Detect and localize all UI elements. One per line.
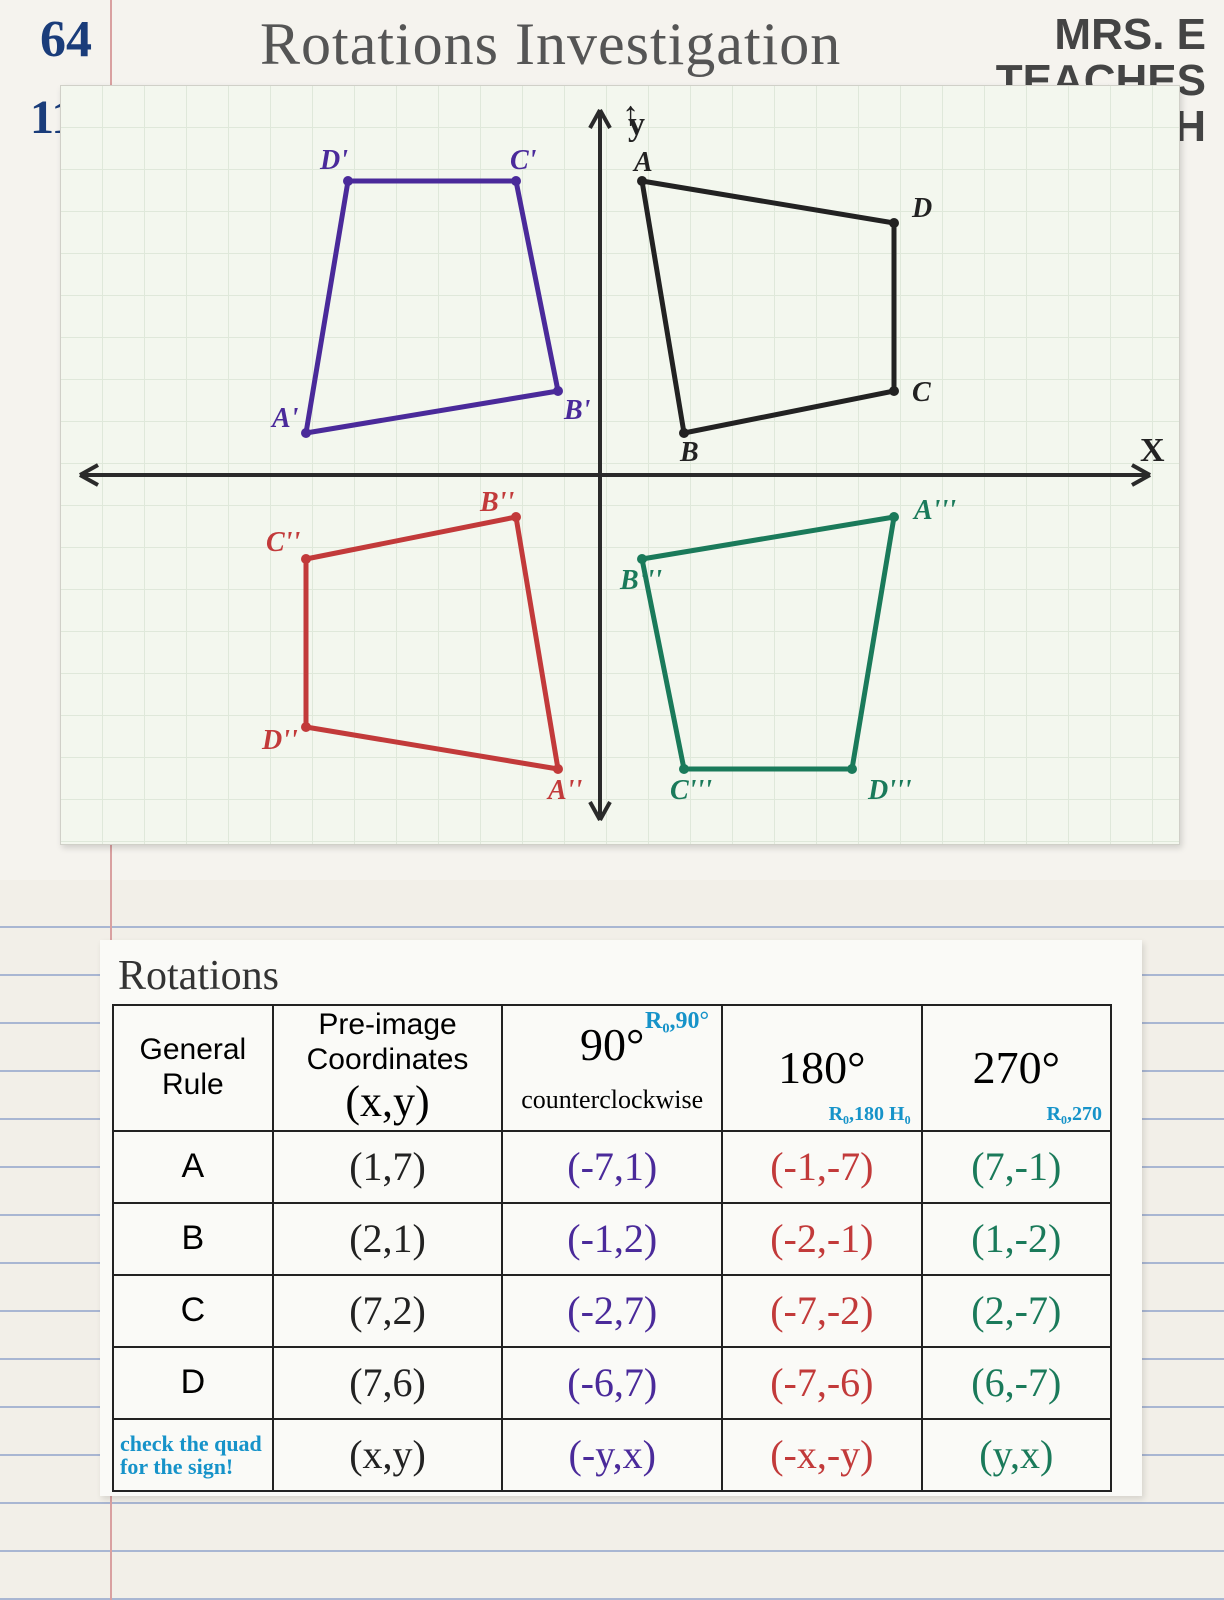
- cell-preimage: (7,2): [273, 1275, 503, 1347]
- svg-text:C: C: [912, 377, 931, 408]
- svg-text:D: D: [911, 193, 932, 224]
- cell-180: (-7,-6): [722, 1347, 921, 1419]
- rotations-table-card: Rotations General Rule Pre-image Coordin…: [100, 940, 1142, 1496]
- rule-270: (y,x): [922, 1419, 1111, 1491]
- row-label: A: [113, 1131, 273, 1203]
- col-270: 270° R₀,270: [922, 1005, 1111, 1131]
- rule-pre: (x,y): [273, 1419, 503, 1491]
- rule-180: (-x,-y): [722, 1419, 921, 1491]
- table-row: A(1,7)(-7,1)(-1,-7)(7,-1): [113, 1131, 1111, 1203]
- svg-text:A: A: [632, 147, 653, 178]
- col-preimage: Pre-image Coordinates (x,y): [273, 1005, 503, 1131]
- svg-text:C'': C'': [266, 527, 300, 558]
- annot-r090: R₀,90°: [645, 1008, 709, 1035]
- svg-text:C': C': [510, 145, 537, 176]
- svg-text:A'': A'': [546, 775, 582, 806]
- svg-text:C''': C''': [670, 775, 712, 806]
- hdr-text: General: [139, 1033, 246, 1066]
- table-header-row: General Rule Pre-image Coordinates (x,y)…: [113, 1005, 1111, 1131]
- svg-text:D''': D''': [867, 775, 912, 806]
- cell-270: (7,-1): [922, 1131, 1111, 1203]
- brand-line: MRS. E: [996, 12, 1206, 58]
- col-general-rule: General Rule: [113, 1005, 273, 1131]
- col-90: R₀,90° 90° counterclockwise: [502, 1005, 722, 1131]
- hdr-text: (x,y): [345, 1077, 429, 1126]
- table-row: C(7,2)(-2,7)(-7,-2)(2,-7): [113, 1275, 1111, 1347]
- hdr-text: Coordinates: [307, 1043, 469, 1076]
- annot-r180: R₀,180 H₀: [829, 1103, 911, 1126]
- svg-text:B': B': [563, 395, 591, 426]
- cell-270: (2,-7): [922, 1275, 1111, 1347]
- page-number: 64: [40, 10, 92, 69]
- cell-270: (6,-7): [922, 1347, 1111, 1419]
- cell-270: (1,-2): [922, 1203, 1111, 1275]
- svg-text:B: B: [679, 437, 699, 468]
- table-row: B(2,1)(-1,2)(-2,-1)(1,-2): [113, 1203, 1111, 1275]
- row-label: D: [113, 1347, 273, 1419]
- cell-preimage: (1,7): [273, 1131, 503, 1203]
- footer-note: check the quad for the sign!: [113, 1419, 273, 1491]
- rotations-table: General Rule Pre-image Coordinates (x,y)…: [112, 1004, 1112, 1492]
- hdr-text: Pre-image: [318, 1008, 456, 1041]
- hdr-text: counterclockwise: [521, 1085, 703, 1114]
- row-label: B: [113, 1203, 273, 1275]
- table-row: D(7,6)(-6,7)(-7,-6)(6,-7): [113, 1347, 1111, 1419]
- cell-180: (-7,-2): [722, 1275, 921, 1347]
- rule-90: (-y,x): [502, 1419, 722, 1491]
- cell-90: (-7,1): [502, 1131, 722, 1203]
- svg-text:B''': B''': [619, 565, 662, 596]
- hdr-text: 90°: [580, 1019, 644, 1070]
- coordinate-graph: ↑yXADCBA'B'C'D'A''B''C''D''A'''B'''C'''D…: [60, 85, 1180, 845]
- page-title: Rotations Investigation: [260, 10, 841, 79]
- cell-90: (-2,7): [502, 1275, 722, 1347]
- hdr-text: 270°: [973, 1042, 1060, 1093]
- hdr-text: Rule: [162, 1068, 224, 1101]
- svg-text:X: X: [1140, 432, 1165, 469]
- cell-preimage: (2,1): [273, 1203, 503, 1275]
- cell-90: (-6,7): [502, 1347, 722, 1419]
- col-180: 180° R₀,180 H₀: [722, 1005, 921, 1131]
- table-title: Rotations: [118, 952, 1142, 1000]
- svg-text:D'': D'': [261, 725, 298, 756]
- rule-row: check the quad for the sign!(x,y)(-y,x)(…: [113, 1419, 1111, 1491]
- svg-text:B'': B'': [479, 487, 514, 518]
- cell-180: (-2,-1): [722, 1203, 921, 1275]
- graph-svg: ↑yXADCBA'B'C'D'A''B''C''D''A'''B'''C'''D…: [60, 85, 1180, 845]
- svg-text:y: y: [628, 106, 645, 143]
- hdr-text: 180°: [778, 1042, 865, 1093]
- cell-preimage: (7,6): [273, 1347, 503, 1419]
- svg-text:A''': A''': [912, 495, 956, 526]
- svg-text:D': D': [319, 145, 348, 176]
- cell-180: (-1,-7): [722, 1131, 921, 1203]
- row-label: C: [113, 1275, 273, 1347]
- cell-90: (-1,2): [502, 1203, 722, 1275]
- svg-text:A': A': [270, 403, 299, 434]
- annot-r270: R₀,270: [1047, 1103, 1102, 1126]
